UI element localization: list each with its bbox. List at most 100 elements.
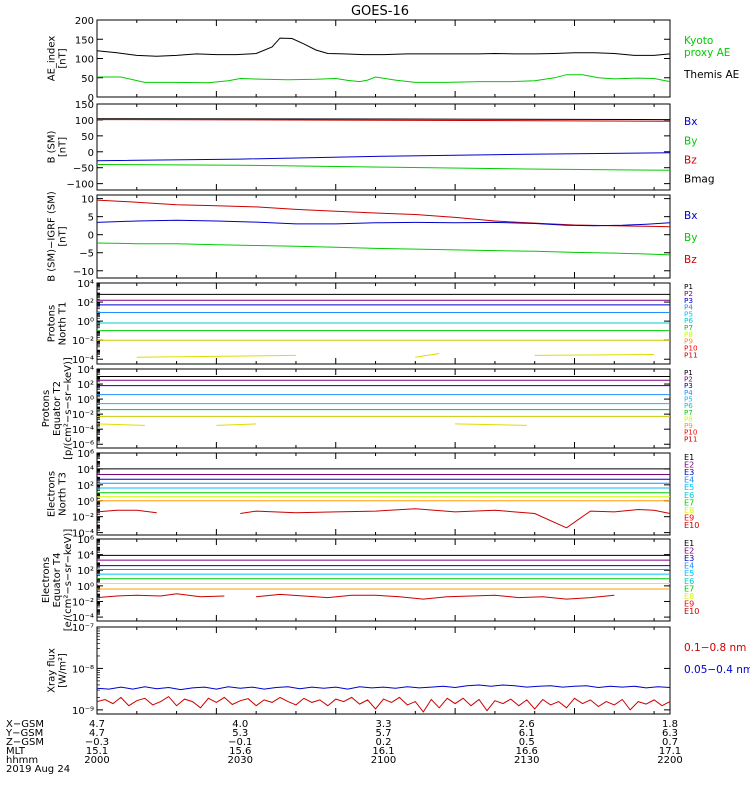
legend-entry: E8 [684,591,694,601]
series-line [96,423,145,426]
legend-entry: E2 [684,545,694,555]
y-tick-label: 100 [75,55,94,66]
ephemeris-value: 0.2 [376,737,392,748]
legend-entry: P4 [684,388,693,397]
ephemeris-value: 2200 [657,755,682,766]
y-axis-label: North T1 [58,302,69,346]
ephemeris-value: 6.1 [519,728,535,739]
legend-entry: E2 [684,459,694,469]
legend-entry: E8 [684,505,694,515]
legend-entry: P8 [684,414,693,423]
y-tick-label: 10⁻⁸ [72,664,94,675]
ephemeris-value: 5.7 [376,728,392,739]
legend-entry: P5 [684,309,693,318]
y-tick-label: 5 [88,213,94,224]
legend-entry: Bmag [684,174,715,186]
legend-entry: proxy AE [684,47,730,59]
y-axis-label: [p/(cm²−s−sr−keV)] [63,357,74,460]
ephemeris-value: 3.3 [376,719,392,730]
legend-entry: P11 [684,350,698,359]
legend-entry: P7 [684,323,693,332]
panel-8: 10⁻⁹ 10⁻⁸ 10⁻⁷ Xray flux [W/m²] 0.1−0.8 nm 0.0… [47,623,750,717]
y-tick-label: 150 [75,35,94,46]
y-tick-label: 150 [75,100,94,111]
ephemeris-value: 4.0 [232,719,248,730]
y-tick-label: 100 [75,116,94,127]
legend-entry: P10 [684,428,698,437]
y-axis-label: [nT] [58,226,69,246]
series-line [256,593,615,600]
y-tick-label: 0 [88,231,94,242]
y-tick-label: 10⁶ [77,535,94,546]
legend-entry: By [684,232,697,244]
y-axis-label: Electrons [41,557,52,603]
legend-entry: E9 [684,599,694,609]
y-tick-label: 10⁰ [77,317,94,328]
y-tick-label: 10⁻⁴ [72,355,94,366]
legend-entry: P4 [684,303,693,312]
ephemeris-value: 5.3 [232,728,248,739]
ephemeris-value: 2000 [84,755,109,766]
ephemeris-row-label: X−GSM [6,719,44,730]
legend-entry: E6 [684,490,694,500]
legend-entry: Bz [684,254,697,266]
panel-frame [96,452,671,536]
series-line [96,684,671,691]
y-axis-label: North T3 [58,472,69,516]
ephemeris-value: 15.1 [86,746,108,757]
legend-entry: Kyoto [684,35,713,47]
y-tick-label: 10⁻⁴ [72,529,94,540]
legend-entry: P6 [684,316,693,325]
y-axis-label: Equator T4 [52,553,63,608]
date-label: 2019 Aug 24 [6,764,70,775]
y-tick-label: 50 [81,74,94,85]
legend-entry: E1 [684,538,694,548]
y-axis-label: Protons [47,305,58,342]
y-tick-label: 10⁻⁶ [72,440,94,451]
legend-entry: By [684,135,697,147]
series-line [415,353,440,358]
ephemeris-value: 2100 [371,755,396,766]
legend-entry: E10 [684,520,699,530]
y-tick-label: 10⁴ [77,551,94,562]
y-tick-label: −100 [67,180,94,191]
series-line [96,37,671,57]
ephemeris-row-label: Z−GSM [6,737,44,748]
ephemeris-value: 17.1 [659,746,681,757]
y-tick-label: 50 [81,132,94,143]
ephemeris-table: X−GSM 4.7 4.0 3.3 2.6 1.8 Y−GSM 4.7 5.3 5.7 6.1 6.3… [5,719,683,775]
y-axis-label: Xray flux [47,648,58,693]
legend-entry: P2 [684,289,693,298]
y-tick-label: 10⁴ [77,365,94,376]
y-axis-label: [nT] [58,137,69,157]
ephemeris-value: 0.5 [519,737,535,748]
ephemeris-value: −0.1 [228,737,252,748]
y-tick-label: 10⁻⁴ [72,425,94,436]
legend-entry: 0.05−0.4 nm [684,664,750,676]
ephemeris-value: 2030 [228,755,253,766]
y-tick-label: 10⁻⁹ [72,706,94,717]
y-tick-label: 10⁶ [77,449,94,460]
legend-entry: P8 [684,330,693,339]
legend-entry: E3 [684,553,694,563]
y-tick-label: 10⁻² [72,336,94,347]
y-tick-label: 0 [88,93,94,104]
series-line [96,219,671,227]
legend-entry: E10 [684,606,699,616]
y-tick-label: 10² [77,380,94,391]
y-axis-label: [nT] [58,48,69,68]
ephemeris-value: 2130 [514,755,539,766]
legend-entry: E4 [684,475,694,485]
y-tick-label: 10⁴ [77,465,94,476]
series-line [97,74,671,84]
panel-7: 10⁻⁴ 10⁻² 10⁰ 10² 10⁴ 10⁶ Electrons Equator T4[… [41,529,699,632]
y-tick-label: 10⁴ [77,279,94,290]
legend-entry: E6 [684,576,694,586]
legend-entry: P7 [684,408,693,417]
ephemeris-value: 0.7 [662,737,678,748]
y-tick-label: 10⁻⁴ [72,613,94,624]
y-tick-label: 10⁰ [77,395,94,406]
